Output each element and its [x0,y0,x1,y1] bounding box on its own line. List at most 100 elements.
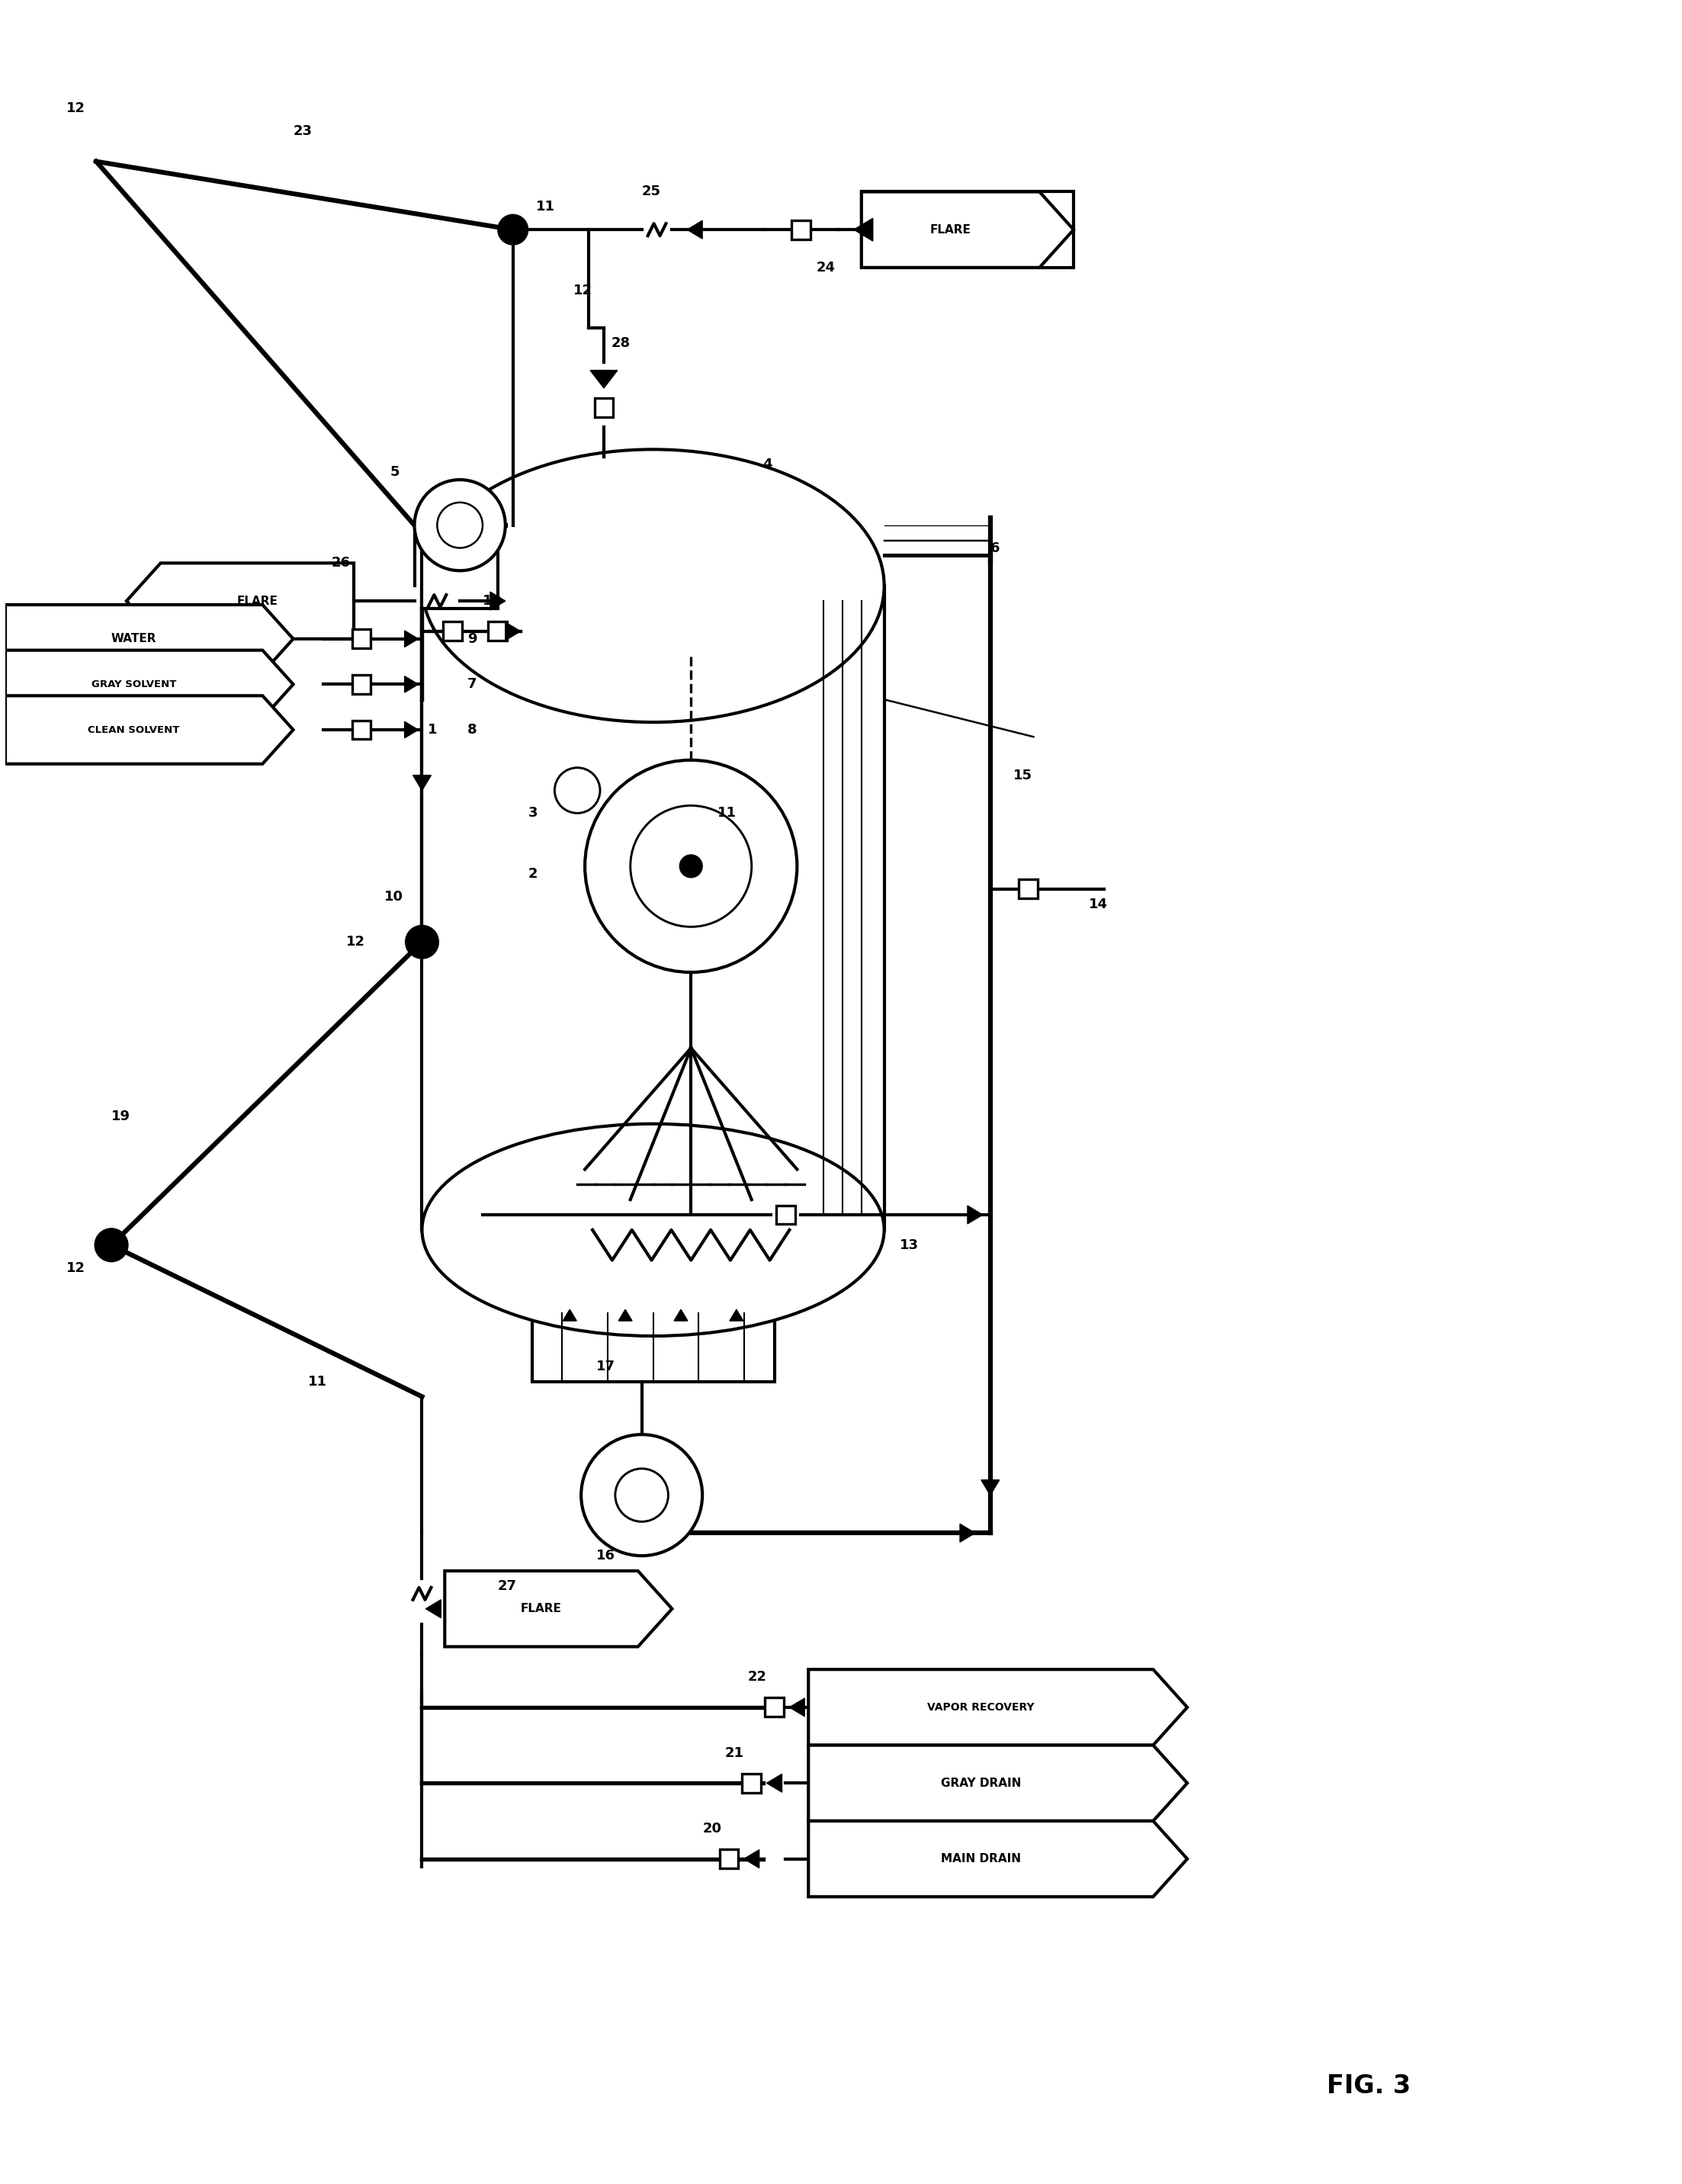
Bar [422,585,885,1230]
Text: 12: 12 [66,1260,86,1275]
Polygon shape [619,1310,632,1321]
Polygon shape [489,592,505,609]
Polygon shape [967,1206,982,1223]
Text: 23: 23 [293,124,313,138]
Bar [1019,880,1038,898]
Text: 28: 28 [612,336,631,349]
Polygon shape [809,1745,1187,1821]
Bar [742,1773,760,1793]
Text: 27: 27 [498,1579,516,1592]
Text: 18: 18 [483,594,501,607]
Text: 1: 1 [427,723,437,736]
Text: 13: 13 [900,1238,918,1251]
Text: 2: 2 [528,867,538,880]
Polygon shape [426,1599,441,1618]
Text: 15: 15 [1013,769,1033,782]
Text: 25: 25 [643,186,661,199]
Circle shape [580,1435,703,1555]
Text: 8: 8 [468,723,478,736]
Text: MAIN DRAIN: MAIN DRAIN [940,1854,1021,1865]
Polygon shape [505,622,520,640]
Polygon shape [960,1524,976,1542]
Text: 21: 21 [725,1745,743,1760]
Circle shape [555,767,600,812]
Circle shape [498,214,528,245]
Circle shape [414,480,505,570]
Text: 3: 3 [528,806,538,819]
Text: 22: 22 [748,1671,767,1684]
Circle shape [437,502,483,548]
Polygon shape [854,218,873,240]
Bar [791,221,811,238]
Bar [861,192,1073,269]
Text: 6: 6 [991,542,999,555]
Bar [422,548,498,609]
Polygon shape [563,1310,577,1321]
Circle shape [616,1468,668,1522]
Text: 19: 19 [111,1109,131,1123]
Bar [765,1697,784,1717]
Text: 7: 7 [468,677,478,690]
Text: FIG. 3: FIG. 3 [1327,2073,1411,2099]
Polygon shape [126,563,353,640]
Polygon shape [809,1669,1187,1745]
Text: WATER: WATER [111,633,156,644]
Text: 24: 24 [816,260,834,275]
Bar [442,622,463,640]
Text: 17: 17 [597,1358,616,1374]
Circle shape [680,854,703,878]
Polygon shape [590,371,617,389]
Bar [775,1206,796,1225]
Text: 10: 10 [383,889,404,904]
Text: GRAY SOLVENT: GRAY SOLVENT [91,679,177,690]
Text: 11: 11 [718,806,737,819]
Text: GRAY DRAIN: GRAY DRAIN [940,1778,1021,1789]
Polygon shape [444,1570,673,1647]
Text: VAPOR RECOVERY: VAPOR RECOVERY [927,1701,1034,1712]
Text: 9: 9 [468,631,478,646]
Bar [720,1850,738,1867]
Polygon shape [405,677,419,692]
Polygon shape [981,1481,999,1496]
Circle shape [94,1227,128,1262]
Circle shape [585,760,797,972]
Polygon shape [674,1310,688,1321]
Text: FLARE: FLARE [930,225,971,236]
Polygon shape [5,697,293,764]
Polygon shape [743,1850,759,1867]
Polygon shape [809,1821,1187,1896]
Ellipse shape [422,1125,885,1337]
Polygon shape [405,721,419,738]
Polygon shape [5,651,293,719]
Ellipse shape [422,450,885,723]
Polygon shape [5,605,293,673]
Polygon shape [730,1310,743,1321]
Polygon shape [405,631,419,646]
Text: FLARE: FLARE [237,596,278,607]
Text: 11: 11 [535,201,555,214]
Text: 12: 12 [66,100,86,116]
Polygon shape [861,192,1073,269]
Polygon shape [412,775,431,791]
Bar [352,675,370,695]
Text: 5: 5 [390,465,399,478]
Polygon shape [767,1773,782,1793]
Polygon shape [688,221,703,238]
Text: 11: 11 [308,1374,328,1389]
Circle shape [631,806,752,926]
Text: 26: 26 [331,557,350,570]
Bar [488,622,508,640]
Text: 16: 16 [597,1548,616,1562]
Polygon shape [789,1699,804,1717]
Bar [352,629,370,649]
Bar [352,721,370,738]
Text: CLEAN SOLVENT: CLEAN SOLVENT [87,725,180,734]
Text: 4: 4 [764,459,772,472]
Bar [532,1313,774,1382]
Text: 14: 14 [1088,898,1108,911]
Bar [594,397,614,417]
Text: 12: 12 [574,284,592,297]
Circle shape [405,926,439,959]
Text: FLARE: FLARE [521,1603,562,1614]
Text: 20: 20 [703,1821,722,1835]
